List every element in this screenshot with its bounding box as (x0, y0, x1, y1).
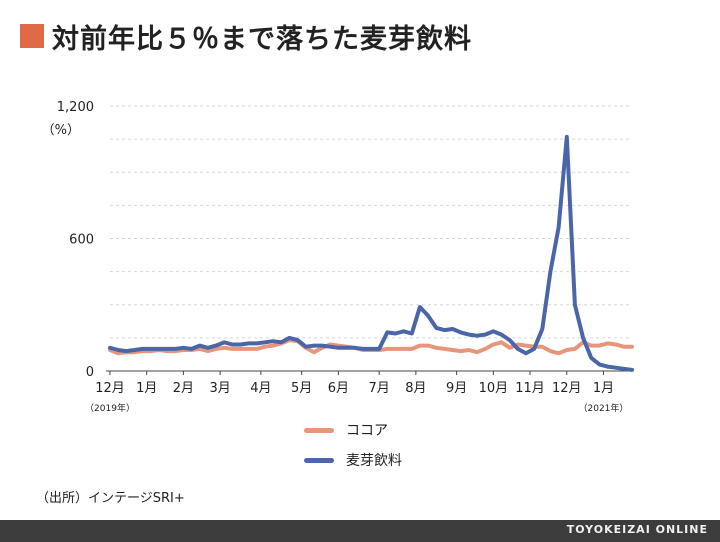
title-square-icon (20, 24, 44, 48)
y-tick-label: 600 (69, 233, 94, 248)
x-tick-label: 9月 (446, 381, 467, 396)
legend-swatch-cocoa (304, 427, 334, 433)
x-tick-label: 4月 (250, 381, 271, 396)
x-tick-label: 5月 (291, 381, 312, 396)
footer-brand: TOYOKEIZAI ONLINE (566, 523, 708, 536)
legend-item-cocoa: ココア (304, 415, 402, 445)
footer-bar: TOYOKEIZAI ONLINE (0, 520, 720, 542)
chart-title: 対前年比５％まで落ちた麦芽飲料 (52, 23, 472, 55)
series-lines (108, 134, 634, 372)
x-tick-label: 11月 (515, 381, 545, 396)
series-line-malt-drink (108, 134, 634, 372)
x-year-label: （2019年） (85, 402, 135, 414)
x-tick-label: 6月 (328, 381, 349, 396)
y-tick-label: 0 (86, 365, 94, 380)
x-year-label: （2021年） (579, 402, 629, 414)
legend: ココア 麦芽飲料 (304, 415, 402, 475)
x-tick-label: 1月 (593, 381, 614, 396)
line-chart: 0 600 1,200 （%） 12月 1月 2月 3月 4月 5月 6月 7月 8月 9月 10月 11月… (42, 100, 634, 414)
legend-item-malt-drink: 麦芽飲料 (304, 445, 402, 475)
x-axis: 12月 1月 2月 3月 4月 5月 6月 7月 8月 9月 10月 11月 12月 1月（2019年）（… (85, 371, 628, 414)
legend-label-cocoa: ココア (346, 423, 388, 439)
x-tick-label: 1月 (136, 381, 157, 396)
x-tick-label: 2月 (173, 381, 194, 396)
x-tick-label: 12月 (95, 381, 125, 396)
x-tick-label: 8月 (405, 381, 426, 396)
gridlines (106, 105, 632, 372)
source-note: （出所）インテージSRI+ (36, 491, 185, 506)
x-tick-label: 10月 (479, 381, 509, 396)
legend-swatch-malt-drink (304, 457, 334, 463)
x-tick-label: 12月 (552, 381, 582, 396)
y-tick-label: 1,200 (57, 100, 94, 115)
title-block: 対前年比５％まで落ちた麦芽飲料 (20, 18, 472, 55)
legend-label-malt-drink: 麦芽飲料 (346, 453, 402, 469)
x-tick-label: 7月 (369, 381, 390, 396)
x-tick-label: 3月 (209, 381, 230, 396)
y-axis: 0 600 1,200 （%） (42, 100, 94, 380)
y-axis-unit-label: （%） (42, 123, 80, 138)
